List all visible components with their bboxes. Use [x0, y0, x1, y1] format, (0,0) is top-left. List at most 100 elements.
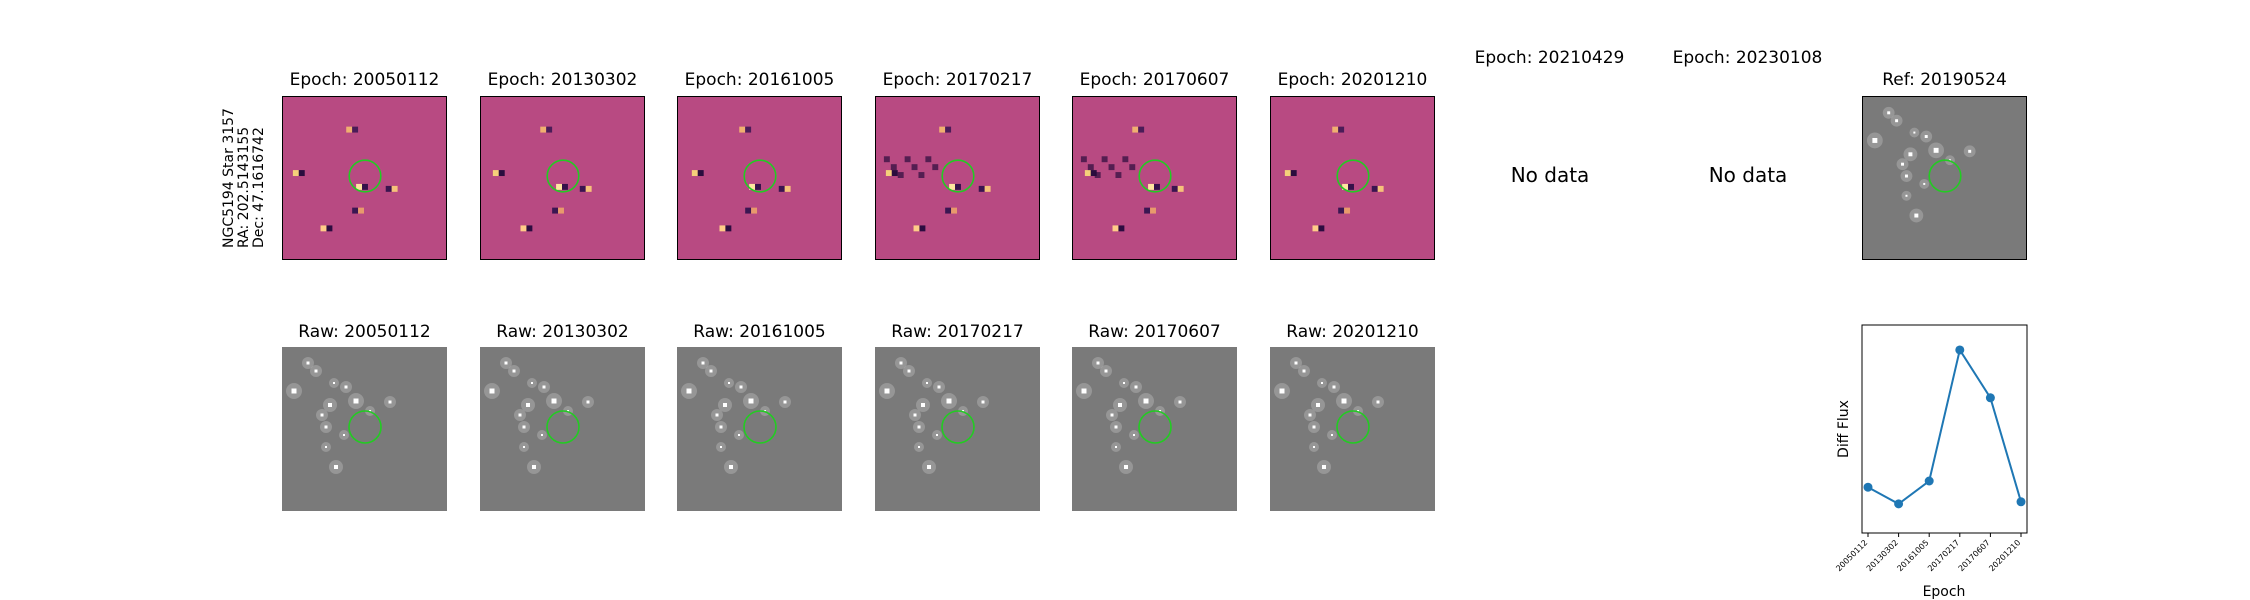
star-source [1904, 174, 1908, 178]
star-source [504, 361, 508, 365]
residual-pixel [1087, 164, 1094, 171]
residual-pixel [298, 170, 305, 177]
star-info-label: NGC5194 Star 3157 RA: 202.5143155 Dec: 4… [221, 108, 267, 248]
data-point [1894, 499, 1904, 509]
aperture-circle [1336, 410, 1370, 444]
diff-image-3 [677, 96, 842, 260]
residual-pixel [320, 225, 327, 232]
data-point [1863, 482, 1873, 492]
residual-pixel [356, 183, 363, 190]
residual-pixel [1284, 170, 1291, 177]
star-source [1341, 398, 1347, 404]
star-source [512, 369, 516, 373]
raw-image-1 [282, 347, 447, 511]
residual-pixel [890, 164, 897, 171]
residual-pixel [1080, 156, 1087, 163]
image-background [1271, 97, 1434, 259]
raw-title-2: Raw: 20130302 [496, 322, 629, 342]
residual-pixel [492, 170, 499, 177]
residual-pixel [556, 183, 563, 190]
residual-pixel [1090, 170, 1097, 177]
residual-pixel [891, 170, 898, 177]
residual-pixel [751, 207, 758, 214]
residual-pixel [911, 164, 918, 171]
raw-image-3 [677, 347, 842, 511]
data-point [2016, 497, 2026, 507]
light-curve-chart: Diff Flux Epoch 200501122013030220161005… [1834, 324, 2028, 600]
ref-title: Ref: 20190524 [1882, 70, 2007, 90]
residual-pixel [778, 185, 785, 192]
residual-pixel [1122, 156, 1129, 163]
residual-pixel [1108, 164, 1115, 171]
star-source [518, 413, 522, 417]
star-source [926, 382, 928, 384]
star-source [1913, 131, 1916, 134]
residual-pixel [1332, 126, 1339, 133]
star-source [927, 465, 931, 469]
residual-pixel [1177, 185, 1184, 192]
image-background [1270, 347, 1435, 511]
no-data-text-8: No data [1708, 163, 1788, 187]
star-source [1096, 361, 1100, 365]
residual-pixel [978, 185, 985, 192]
star-source [913, 413, 917, 417]
star-source [1901, 162, 1904, 166]
ref-image [1862, 96, 2027, 260]
residual-pixel [1112, 225, 1119, 232]
residual-pixel [1144, 207, 1151, 214]
star-source [1933, 147, 1939, 153]
star-source [1968, 149, 1972, 153]
star-source [738, 434, 740, 436]
residual-pixel [1150, 207, 1156, 214]
diff-image-1 [282, 96, 447, 260]
image-background [677, 347, 842, 511]
star-source [1914, 213, 1919, 218]
star-source [343, 434, 345, 436]
x-tick-label: 20201210 [1987, 538, 2022, 573]
residual-pixel [691, 170, 698, 177]
residual-pixel [358, 207, 365, 214]
residual-pixel [925, 156, 932, 163]
star-source [1923, 182, 1926, 185]
star-source [344, 385, 348, 389]
star-source [586, 400, 590, 404]
residual-pixel [919, 225, 926, 232]
diff-image-4 [875, 96, 1040, 260]
residual-pixel [1138, 126, 1145, 133]
residual-pixel [1377, 185, 1384, 192]
star-source [1124, 465, 1128, 469]
star-source [1294, 361, 1298, 365]
residual-pixel [1290, 170, 1297, 177]
residual-pixel [1101, 156, 1108, 163]
star-source [1178, 400, 1182, 404]
residual-pixel [1148, 183, 1155, 190]
aperture-circle [546, 159, 580, 193]
residual-pixel [784, 185, 791, 192]
residual-pixel [719, 225, 726, 232]
chart-ylabel: Diff Flux [1836, 400, 1852, 458]
image-background [481, 97, 644, 259]
residual-pixel [526, 225, 533, 232]
residual-pixel [1094, 172, 1101, 178]
diff-title-5: Epoch: 20170607 [1079, 70, 1230, 90]
residual-pixel [346, 126, 353, 133]
star-source [320, 413, 324, 417]
aperture-circle [743, 410, 777, 444]
raw-title-4: Raw: 20170217 [891, 322, 1024, 342]
residual-pixel [1154, 183, 1160, 190]
star-source [937, 385, 941, 389]
star-source [1143, 398, 1149, 404]
star-source [324, 425, 328, 429]
star-source [720, 446, 722, 448]
star-source [1134, 385, 1138, 389]
residual-pixel [739, 126, 746, 133]
raw-image-5 [1072, 347, 1237, 511]
diff-title-1: Epoch: 20050112 [289, 70, 440, 90]
star-source [1313, 446, 1315, 448]
star-source [1376, 400, 1380, 404]
residual-pixel [885, 170, 892, 177]
image-background [480, 347, 645, 511]
star-source [1081, 388, 1087, 394]
star-source [1133, 434, 1135, 436]
no-data-text-7: No data [1510, 163, 1590, 187]
